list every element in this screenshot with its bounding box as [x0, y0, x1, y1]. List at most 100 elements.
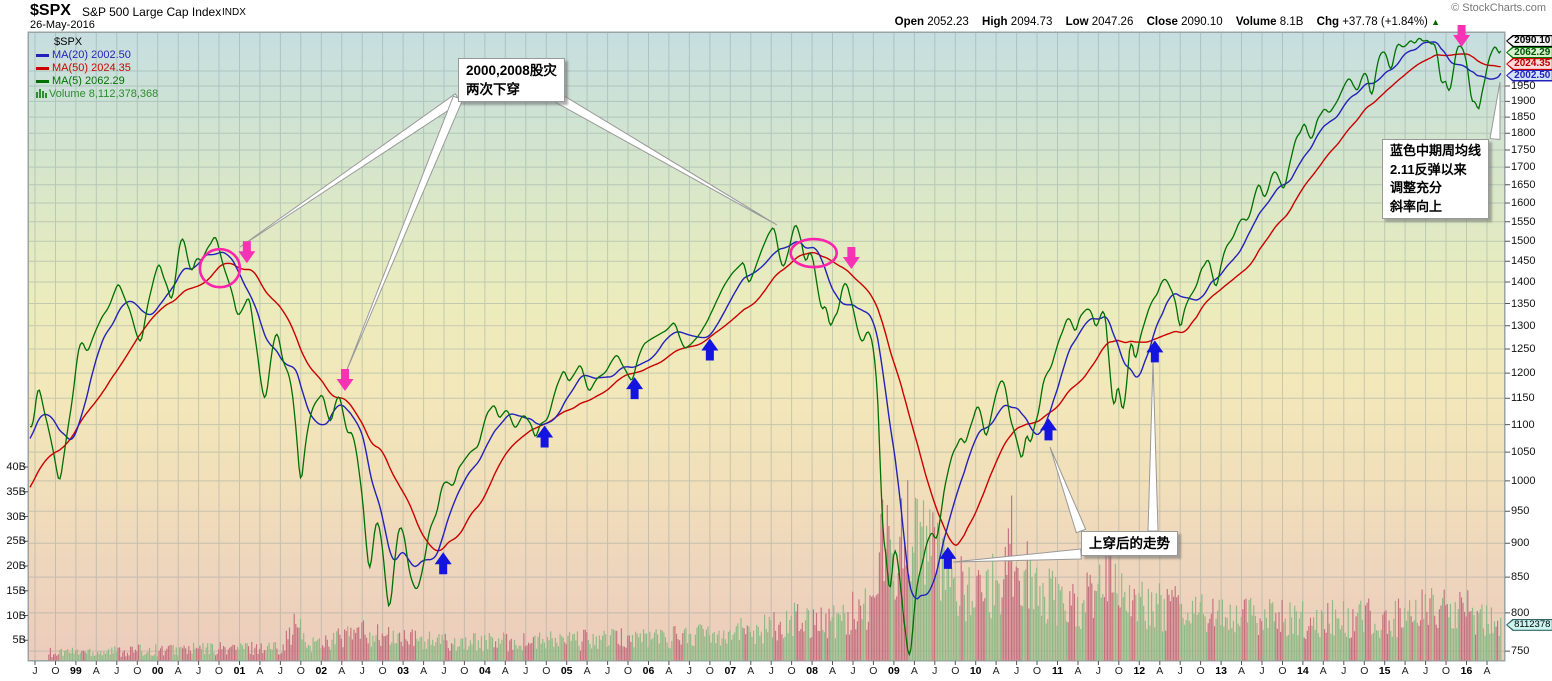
date-axis-label: J: [523, 665, 529, 677]
date-axis-label: O: [787, 665, 796, 677]
price-axis-label: 1400: [1511, 276, 1536, 288]
volume-bars: [48, 480, 1502, 661]
price-axis-label: 1600: [1511, 197, 1536, 209]
date-axis-label: A: [1074, 665, 1082, 677]
date-axis-label: O: [542, 665, 551, 677]
price-axis-label: 1000: [1511, 474, 1536, 487]
callout-legs: [239, 81, 1501, 563]
volume-axis-label: 30B: [6, 510, 26, 523]
price-axis-label: 1650: [1511, 178, 1536, 191]
date-axis-label: 04: [479, 665, 491, 677]
date-axis-label: O: [296, 665, 305, 677]
date-axis-label: J: [114, 665, 120, 677]
date-axis-label: O: [623, 665, 633, 677]
low-value: 2047.26: [1091, 16, 1134, 28]
price-axis-label: 1300: [1511, 319, 1536, 332]
down-arrow-marker: [842, 246, 860, 269]
annotation-upcross-callout: 上穿后的走势: [1081, 531, 1178, 556]
up-arrow-marker: [1146, 340, 1164, 363]
date-axis-label: 10: [969, 665, 982, 677]
date-axis-label: J: [32, 665, 38, 677]
price-axis-label: 1850: [1511, 111, 1536, 124]
date-axis-label: J: [1095, 665, 1102, 677]
volume-value: 8.1B: [1279, 16, 1304, 28]
price-axis-label: 1800: [1511, 127, 1536, 140]
ma20-line: [29, 41, 1502, 600]
chg-value: +37.78 (+1.84%): [1342, 16, 1428, 28]
chart-legend: $SPX MA(20) 2002.50 MA(50) 2024.35 MA(5)…: [36, 36, 158, 101]
date-axis-label: J: [1422, 665, 1429, 677]
date-axis-label: 09: [888, 665, 900, 677]
date-axis-label: O: [1360, 665, 1369, 677]
date-axis-label: 14: [1297, 665, 1309, 677]
down-arrow-marker: [238, 241, 256, 264]
date-axis-label: J: [1259, 665, 1265, 677]
date-axis-label: 03: [397, 665, 409, 677]
date-axis-label: 01: [233, 665, 246, 677]
date-axis-label: A: [665, 665, 673, 677]
date-axis-label: 05: [560, 665, 573, 677]
open-value: 2052.23: [927, 16, 969, 28]
price-axis-label: 1950: [1511, 80, 1536, 92]
date-axis-label: A: [747, 665, 755, 677]
close-value: 2090.10: [1181, 16, 1223, 28]
legend-symbol: $SPX: [54, 36, 83, 48]
price-axis-label: 850: [1511, 571, 1530, 584]
ma50-line-swatch-icon: [36, 66, 49, 70]
annotation-crash-callout: 2000,2008股灾 两次下穿: [458, 58, 565, 102]
index-name: S&P 500 Large Cap Index: [82, 5, 222, 19]
crossover-circle: [789, 237, 839, 269]
price-axis-label: 750: [1511, 645, 1530, 658]
date-axis-label: 02: [315, 665, 328, 677]
date-axis-label: A: [92, 665, 100, 677]
date-axis-label: 99: [70, 665, 82, 677]
date-axis-label: 07: [724, 665, 737, 677]
date-axis-label: J: [277, 665, 284, 677]
price-axis-label: 1700: [1511, 161, 1536, 174]
up-arrow-marker: [536, 425, 554, 448]
date-axis-label: J: [441, 665, 447, 677]
price-axis-label: 1350: [1511, 297, 1536, 310]
quote-summary: Open 2052.23 High 2094.73 Low 2047.26 Cl…: [895, 16, 1440, 28]
date-axis-label: O: [705, 665, 714, 677]
date-axis-label: A: [338, 665, 346, 677]
annotation-line: 斜率向上: [1390, 198, 1443, 214]
down-arrow-marker: [336, 369, 354, 392]
chart-date: 26-May-2016: [30, 19, 95, 31]
legend-volume: Volume 8,112,378,368: [36, 88, 158, 101]
ma-lines: [29, 37, 1502, 657]
volume-tag: 8112378: [1506, 618, 1552, 631]
annotation-line: 2000,2008股灾: [466, 63, 557, 78]
up-arrow-marker: [1040, 418, 1058, 441]
date-axis-label: J: [1177, 665, 1183, 677]
volume-axis-label: 15B: [6, 584, 26, 597]
date-axis-label: J: [359, 665, 365, 677]
price-tag-2002.50: 2002.50: [1506, 69, 1552, 82]
date-axis-label: A: [828, 665, 837, 677]
high-label: High: [982, 16, 1008, 28]
date-axis-label: A: [1237, 665, 1246, 677]
volume-bars-icon: [36, 89, 47, 98]
ma20-line-swatch-icon: [36, 53, 49, 57]
date-axis-label: O: [51, 665, 60, 677]
date-axis-label: O: [133, 665, 142, 677]
up-arrow-marker: [939, 546, 957, 569]
date-axis-label: O: [951, 665, 960, 677]
close-label: Close: [1146, 16, 1178, 28]
price-axis-label: 1150: [1511, 392, 1535, 405]
date-axis-label: J: [1013, 665, 1020, 677]
down-arrow-marker: [1453, 25, 1471, 48]
date-axis-label: O: [1278, 665, 1287, 677]
date-axis-label: O: [1196, 665, 1205, 677]
date-axis-label: A: [1156, 665, 1164, 677]
ticker-symbol: $SPX: [30, 2, 71, 19]
price-axis-label: 1250: [1511, 343, 1536, 355]
date-axis-label: A: [910, 665, 918, 677]
date-axis-label: A: [1319, 665, 1327, 677]
price-axis-label: 1200: [1511, 367, 1536, 380]
price-axis-label: 1100: [1511, 418, 1535, 431]
date-axis-label: A: [1483, 665, 1491, 677]
date-axis-label: 11: [1051, 665, 1064, 677]
